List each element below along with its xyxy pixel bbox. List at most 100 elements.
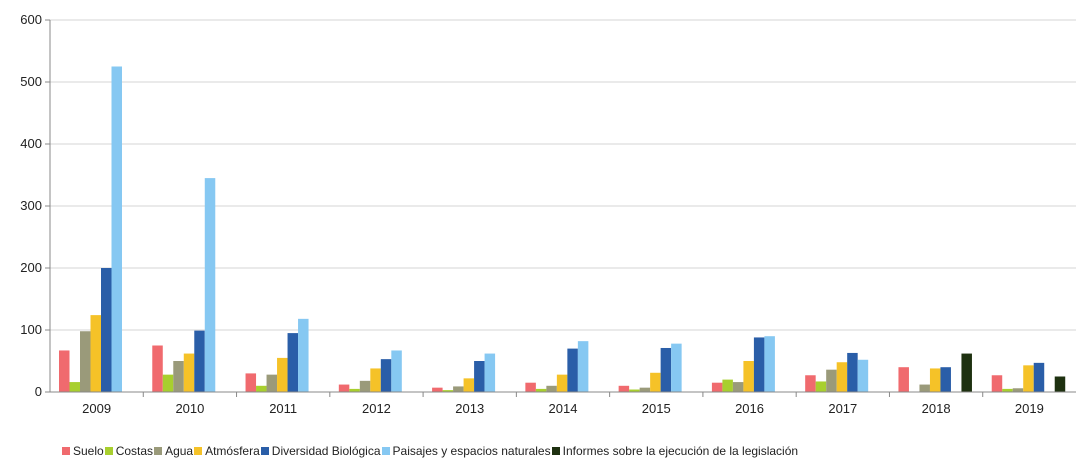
bar	[732, 382, 744, 392]
legend-label: Informes sobre la ejecución de la legisl…	[562, 444, 799, 458]
x-tick-label: 2013	[455, 401, 484, 416]
bar	[298, 318, 309, 392]
legend-swatch	[551, 447, 560, 455]
bar	[618, 385, 630, 392]
legend-label: Paisajes y espacios naturales	[392, 444, 551, 458]
legend: Suelo Costas Agua Atmósfera Diversidad Bioló…	[62, 444, 799, 458]
legend-label: Atmósfera	[205, 444, 260, 458]
bar	[711, 382, 723, 392]
bar	[266, 374, 278, 392]
bar	[173, 361, 184, 392]
bar	[359, 380, 371, 392]
y-tick-label: 300	[20, 198, 42, 213]
x-tick-label: 2019	[1015, 401, 1044, 416]
bar	[898, 367, 909, 392]
bar	[1033, 362, 1045, 392]
bar	[380, 359, 392, 392]
bar	[1012, 388, 1024, 392]
bar	[370, 368, 381, 392]
bar	[256, 385, 267, 392]
bar	[245, 373, 257, 392]
bar	[660, 347, 672, 392]
legend-label: Agua	[165, 444, 194, 458]
bar	[525, 382, 536, 392]
bar	[204, 178, 216, 392]
y-tick-label: 200	[20, 260, 42, 275]
bar	[111, 66, 122, 392]
x-tick-label: 2010	[175, 401, 204, 416]
legend-item: Costas	[104, 444, 154, 458]
x-tick-label: 2012	[362, 401, 391, 416]
bar	[929, 368, 941, 392]
bar	[961, 353, 972, 392]
bar	[80, 331, 91, 392]
bar	[162, 374, 174, 392]
bar	[629, 389, 640, 392]
bar	[940, 367, 951, 392]
bar	[753, 337, 765, 392]
legend-item: Diversidad Biológica	[260, 444, 381, 458]
x-tick-label: 2018	[922, 401, 951, 416]
legend-item: Informes sobre la ejecución de la legisl…	[551, 444, 799, 458]
bar	[535, 388, 547, 392]
legend-item: Paisajes y espacios naturales	[381, 444, 551, 458]
bar	[722, 379, 733, 392]
bar	[826, 369, 837, 392]
bar	[287, 333, 299, 392]
legend-label: Suelo	[73, 444, 104, 458]
bar	[1023, 365, 1034, 392]
bar	[391, 350, 402, 392]
bar	[442, 390, 454, 392]
bar	[650, 372, 661, 392]
x-tick-label: 2016	[735, 401, 764, 416]
bar	[815, 381, 827, 392]
legend-swatch	[381, 447, 390, 455]
bar	[857, 359, 869, 392]
legend-label: Costas	[115, 444, 154, 458]
bar	[671, 343, 682, 392]
bar	[484, 353, 496, 392]
legend-swatch	[62, 447, 70, 455]
x-tick-label: 2011	[269, 401, 297, 416]
y-tick-label: 100	[20, 322, 42, 337]
legend-swatch	[260, 447, 269, 455]
bar	[463, 378, 475, 392]
bar	[59, 350, 70, 392]
bar	[90, 315, 101, 392]
bar	[991, 375, 1003, 392]
legend-swatch	[104, 447, 113, 455]
x-axis: 2009 2010 2011 2012 2013 2014 2015 2016 2017 2018…	[50, 391, 1076, 416]
x-tick-label: 2009	[82, 401, 111, 416]
y-tick-label: 600	[20, 12, 42, 27]
bar	[546, 385, 557, 392]
x-tick-label: 2017	[828, 401, 857, 416]
bar	[1054, 376, 1066, 392]
bar	[743, 361, 754, 392]
legend-label: Diversidad Biológica	[271, 444, 381, 458]
y-tick-label: 400	[20, 136, 42, 151]
bar	[836, 362, 848, 392]
legend-item: Atmósfera	[194, 444, 260, 458]
y-axis: 0 100 200 300 400 500 600	[20, 12, 51, 399]
bar	[847, 352, 858, 392]
bar	[919, 384, 930, 392]
bar	[474, 361, 485, 392]
bar	[183, 353, 195, 392]
bar	[338, 384, 350, 392]
legend-swatch	[194, 447, 203, 455]
bar	[764, 336, 775, 392]
bar	[194, 330, 205, 392]
y-tick-label: 0	[35, 384, 42, 399]
bar	[805, 375, 816, 392]
bar	[101, 268, 112, 392]
bar	[556, 374, 568, 392]
x-tick-label: 2015	[642, 401, 671, 416]
bar	[432, 387, 443, 392]
bars	[59, 66, 1066, 392]
bar	[453, 386, 464, 392]
gridlines	[50, 19, 1076, 393]
bar	[277, 357, 288, 392]
bar	[69, 382, 80, 392]
legend-swatch	[154, 447, 163, 455]
